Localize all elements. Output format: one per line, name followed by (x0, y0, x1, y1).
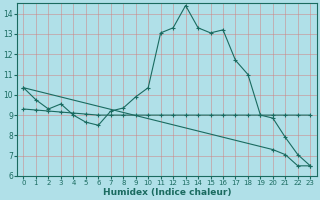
X-axis label: Humidex (Indice chaleur): Humidex (Indice chaleur) (103, 188, 231, 197)
